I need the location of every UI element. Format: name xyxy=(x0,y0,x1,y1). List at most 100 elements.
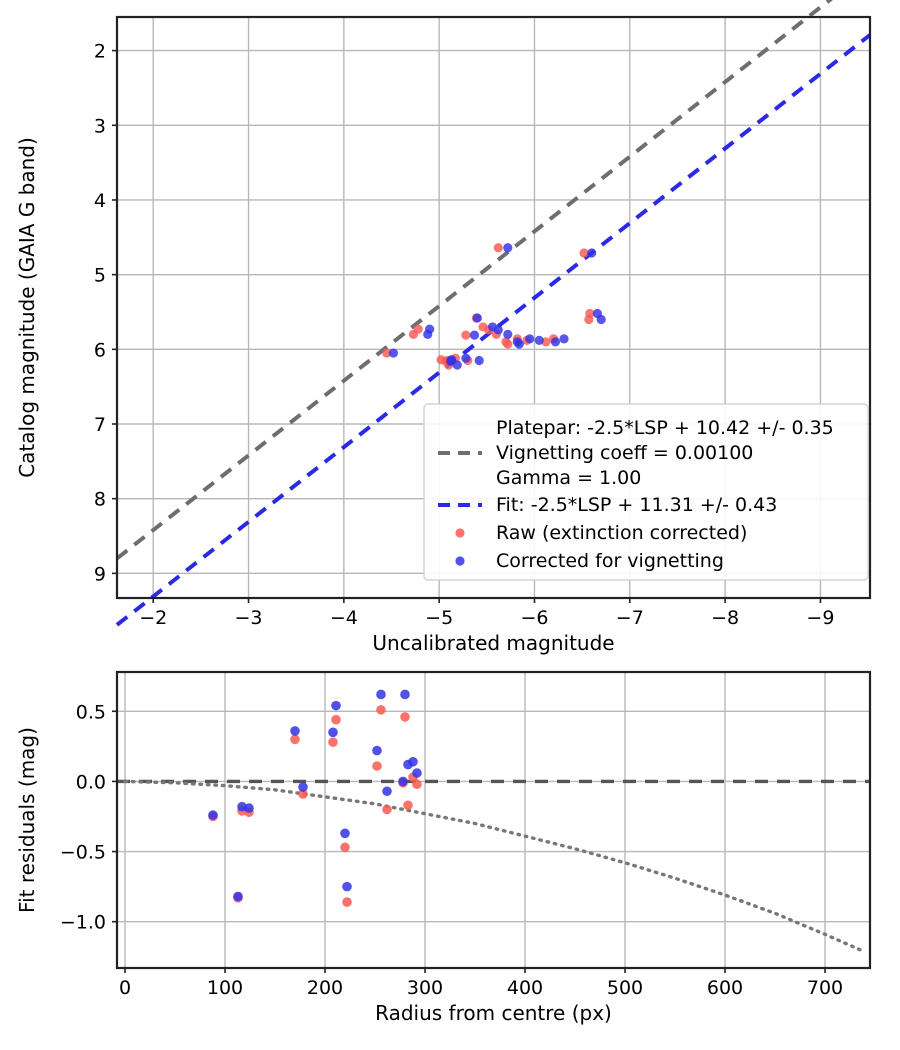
calibration-plot-panel: −2 −3 −4 −5 −6 −7 −8 −9 2 3 4 5 6 7 8 9 Uncalibrated mag… xyxy=(15,0,872,655)
data-point xyxy=(244,803,254,813)
legend-raw-marker xyxy=(455,528,465,538)
data-point xyxy=(472,313,482,323)
data-point xyxy=(425,324,435,334)
data-point xyxy=(534,335,544,345)
data-point xyxy=(376,705,386,715)
data-point xyxy=(400,689,410,700)
residual-points-corrected xyxy=(208,689,422,902)
data-point xyxy=(413,324,423,334)
data-point xyxy=(584,314,594,325)
data-point xyxy=(503,339,513,349)
legend-entry[interactable]: Platepar: -2.5*LSP + 10.42 +/- 0.35 Vigne… xyxy=(438,417,834,489)
residuals-ytick-label: 0.5 xyxy=(76,701,106,723)
calibration-ytick-label: 5 xyxy=(94,265,106,287)
data-point xyxy=(328,727,338,738)
data-point xyxy=(388,348,399,358)
calibration-ytick-label: 4 xyxy=(94,190,106,212)
legend-entry-label: Gamma = 1.00 xyxy=(496,467,641,489)
data-point xyxy=(331,700,341,711)
data-point xyxy=(474,355,484,366)
data-point xyxy=(398,776,408,787)
residuals-xtick-label: 0 xyxy=(119,977,131,999)
data-point xyxy=(372,745,382,756)
calibration-points-corrected xyxy=(388,243,606,370)
calibration-axis-ticks: −2 −3 −4 −5 −6 −7 −8 −9 2 3 4 5 6 7 8 9 xyxy=(94,41,835,629)
legend-entry-label: Corrected for vignetting xyxy=(496,550,724,572)
data-point xyxy=(550,337,561,347)
data-point xyxy=(412,779,422,790)
calibration-xtick-label: −5 xyxy=(425,607,453,629)
data-point xyxy=(298,789,308,799)
calibration-ytick-label: 2 xyxy=(94,41,106,63)
residuals-axis-ticks: 0 100 200 300 400 500 600 700 0.5 0.0 −0.5 −1.0 xyxy=(60,701,843,999)
data-point xyxy=(446,355,457,365)
data-point xyxy=(328,737,338,747)
data-point xyxy=(493,325,503,335)
data-point xyxy=(503,329,513,339)
residuals-plot-panel: 0 100 200 300 400 500 600 700 0.5 0.0 −0.5 −1.0 Radi… xyxy=(15,670,872,1025)
data-point xyxy=(493,243,503,253)
residuals-xtick-label: 300 xyxy=(407,977,443,999)
calibration-model-lines xyxy=(115,0,872,627)
data-point xyxy=(208,810,218,820)
residuals-xaxis-label: Radius from centre (px) xyxy=(375,1001,612,1025)
data-point xyxy=(331,714,341,725)
calibration-xaxis-label: Uncalibrated magnitude xyxy=(372,631,614,655)
calibration-xtick-label: −2 xyxy=(139,607,167,629)
legend-box xyxy=(423,403,869,581)
residuals-xtick-label: 600 xyxy=(707,977,743,999)
residuals-ytick-label: 0.0 xyxy=(76,771,106,793)
calibration-xtick-label: −9 xyxy=(806,607,834,629)
data-point xyxy=(376,689,386,700)
legend-entry-label: Vignetting coeff = 0.00100 xyxy=(496,442,753,464)
calibration-scatter xyxy=(382,243,606,370)
residuals-plot-background xyxy=(117,672,870,968)
data-point xyxy=(400,712,410,722)
legend-entry-label: Platepar: -2.5*LSP + 10.42 +/- 0.35 xyxy=(496,417,834,439)
calibration-ytick-label: 6 xyxy=(94,339,106,361)
residuals-ytick-label: −0.5 xyxy=(60,842,106,864)
data-point xyxy=(461,353,471,363)
data-point xyxy=(290,734,300,745)
legend-entry[interactable]: Fit: -2.5*LSP + 11.31 +/- 0.43 xyxy=(438,494,777,516)
platepar-model-line xyxy=(115,0,833,560)
data-point xyxy=(559,334,569,344)
data-point xyxy=(382,804,392,815)
data-point xyxy=(596,314,606,325)
residuals-xtick-label: 100 xyxy=(207,977,243,999)
data-point xyxy=(290,726,300,736)
data-point xyxy=(233,891,243,902)
data-point xyxy=(579,248,589,258)
legend-entry[interactable]: Raw (extinction corrected) xyxy=(455,522,747,544)
legend-entry-label: Raw (extinction corrected) xyxy=(496,522,747,544)
residuals-xtick-label: 200 xyxy=(307,977,343,999)
data-point xyxy=(587,248,597,258)
calibration-ytick-label: 8 xyxy=(94,489,106,511)
calibration-axes-frame xyxy=(115,15,872,600)
data-point xyxy=(469,330,480,340)
data-point xyxy=(436,355,446,365)
residuals-axes-frame xyxy=(115,670,872,970)
data-point xyxy=(412,768,422,778)
residuals-yaxis-label: Fit residuals (mag) xyxy=(15,727,39,913)
data-point xyxy=(340,842,350,853)
data-point xyxy=(382,786,392,797)
vignetting-model-curve xyxy=(123,779,862,952)
calibration-xtick-label: −8 xyxy=(711,607,739,629)
residuals-xtick-label: 400 xyxy=(507,977,543,999)
calibration-xtick-label: −7 xyxy=(616,607,644,629)
data-point xyxy=(382,348,392,358)
calibration-yaxis-label: Catalog magnitude (GAIA G band) xyxy=(15,137,39,478)
data-point xyxy=(525,334,535,344)
data-point xyxy=(342,897,352,907)
calibration-xtick-label: −3 xyxy=(235,607,263,629)
calibration-ytick-label: 3 xyxy=(94,115,106,137)
data-point xyxy=(298,782,308,792)
legend-entry[interactable]: Corrected for vignetting xyxy=(455,550,724,572)
residuals-ytick-label: −1.0 xyxy=(60,912,106,934)
calibration-ytick-label: 9 xyxy=(94,563,106,585)
data-point xyxy=(342,881,352,892)
fit-model-line xyxy=(115,33,872,627)
